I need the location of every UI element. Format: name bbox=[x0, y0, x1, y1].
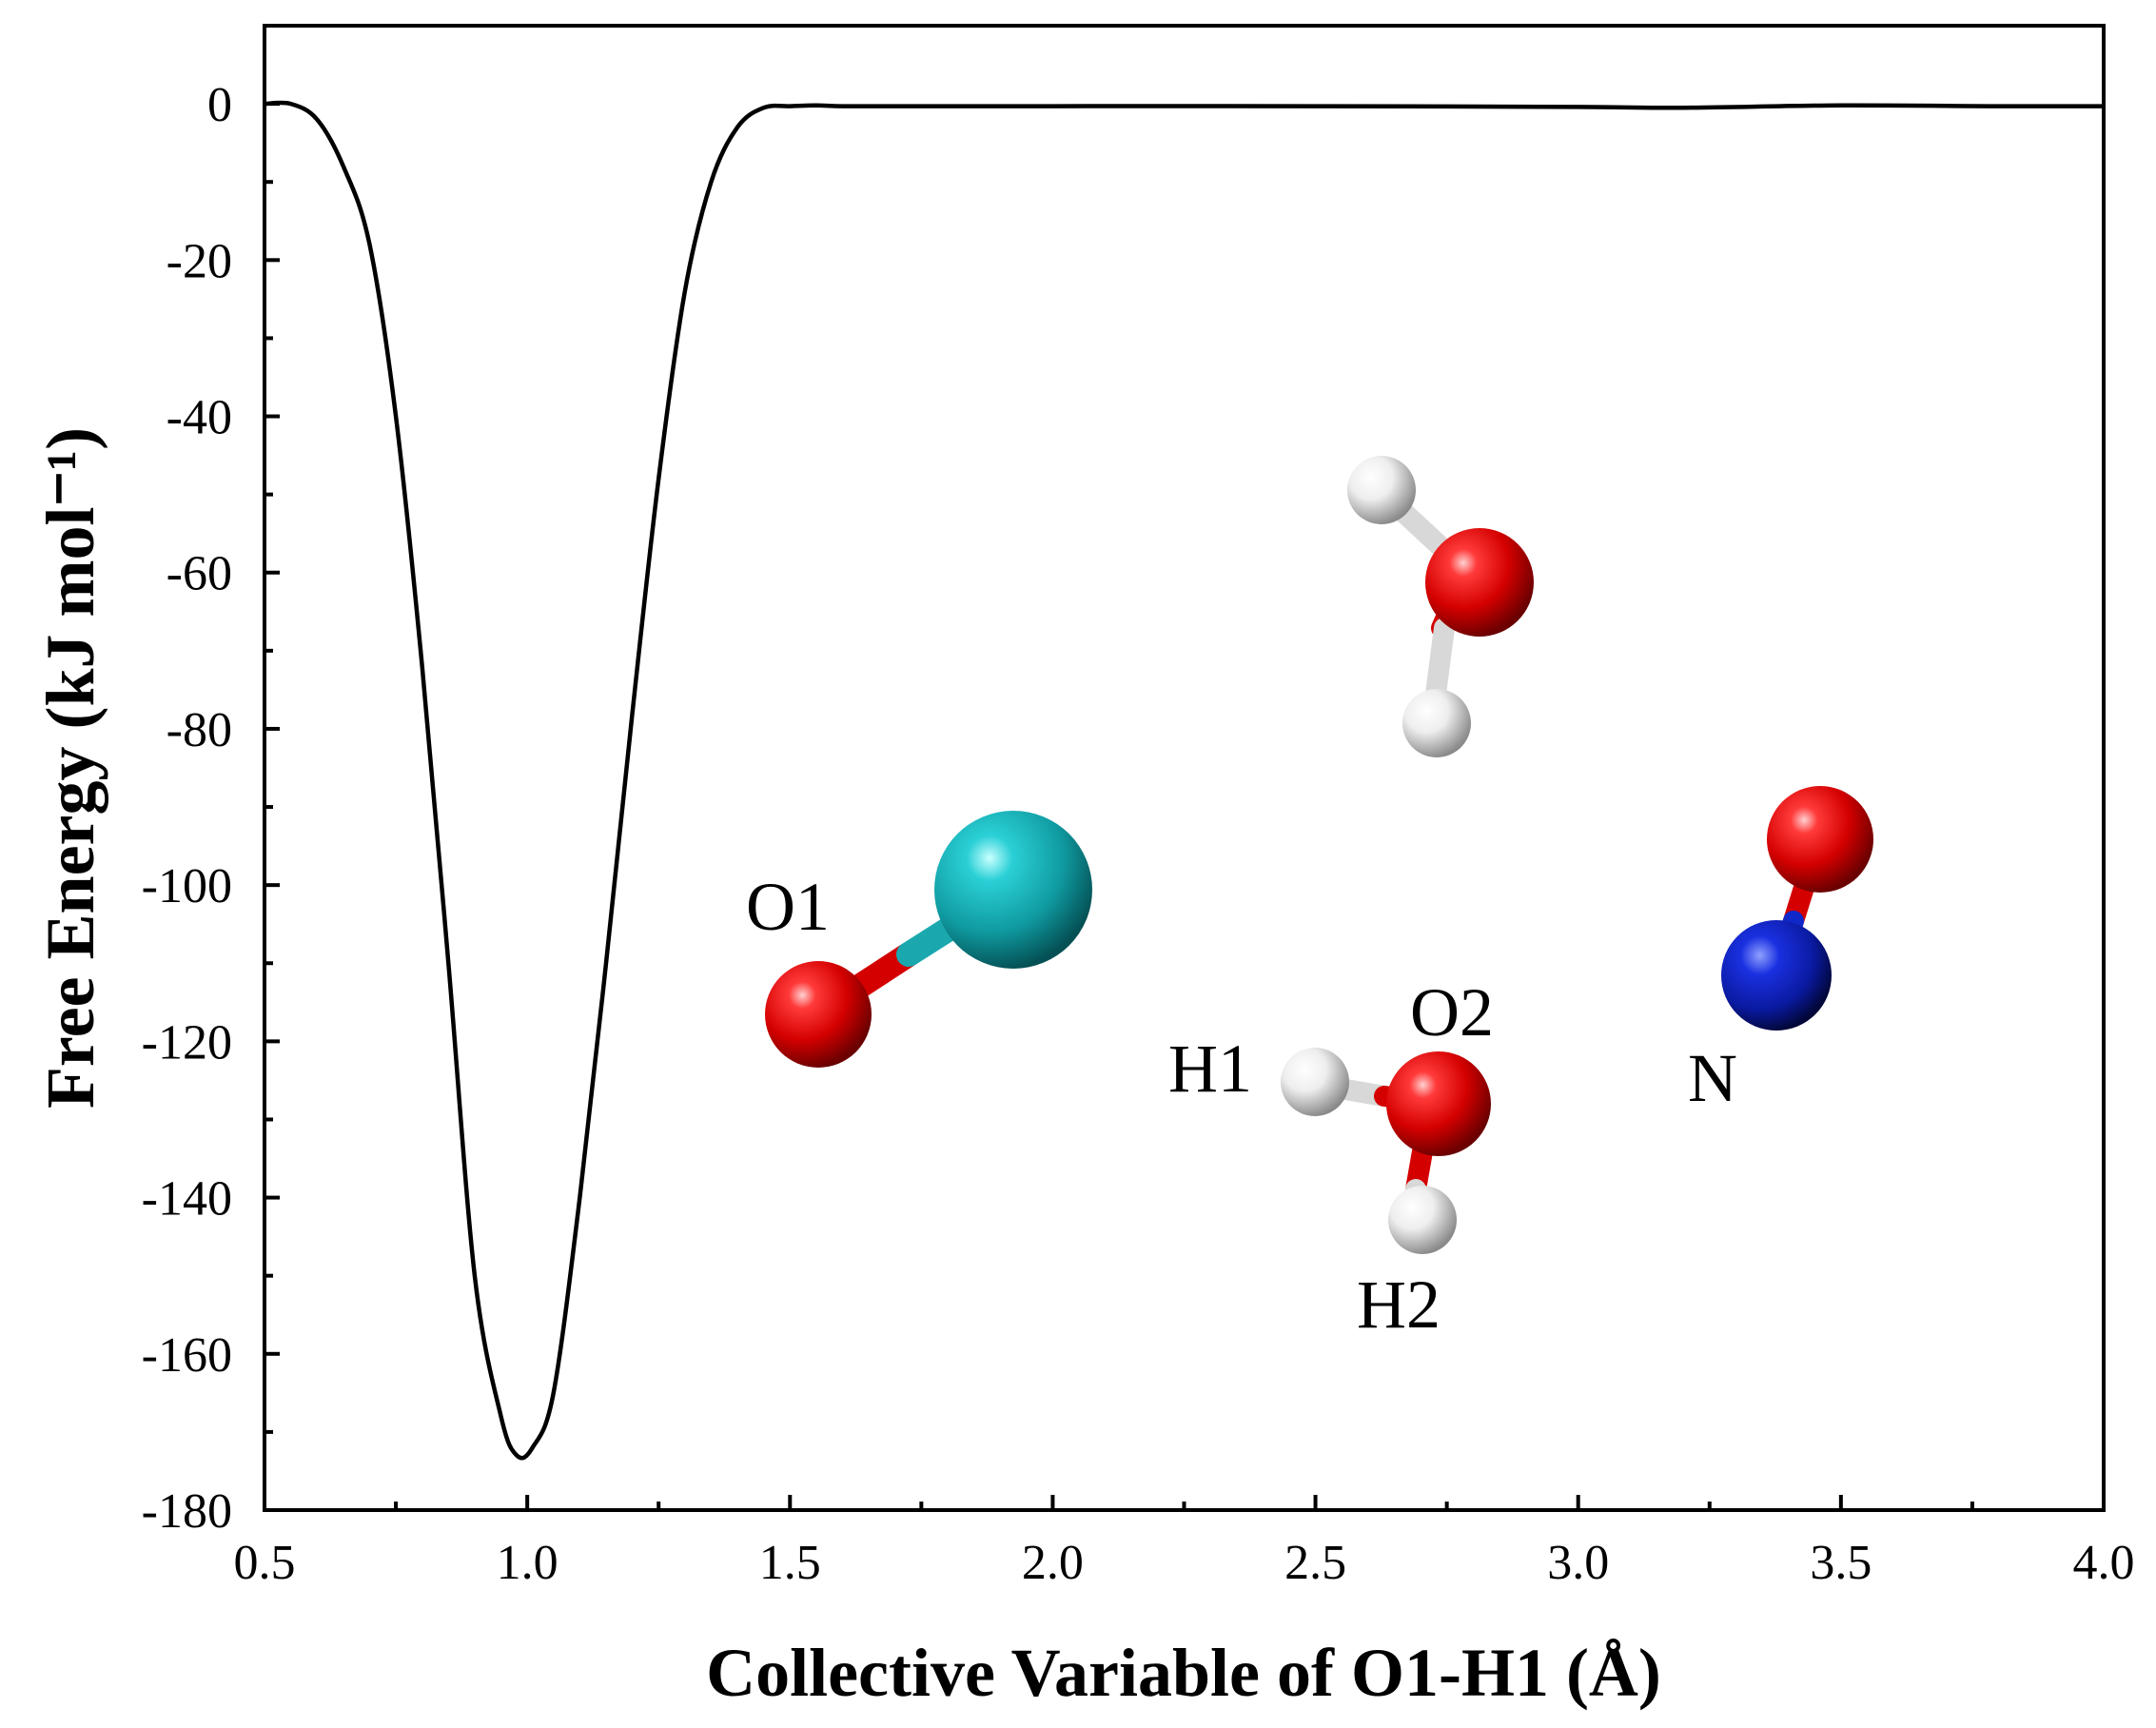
h1-atom bbox=[1281, 1048, 1349, 1116]
metal-atom bbox=[934, 811, 1092, 969]
x-tick-label: 1.5 bbox=[759, 1536, 821, 1590]
no-molecule bbox=[1721, 786, 1873, 1031]
free-energy-curve bbox=[264, 100, 2105, 1461]
x-tick-label: 0.5 bbox=[234, 1536, 296, 1590]
y-tick-label: -120 bbox=[142, 1015, 232, 1070]
atom-label-o1: O1 bbox=[746, 869, 830, 945]
h2-atom bbox=[1388, 1186, 1457, 1254]
hydrogen-atom bbox=[1402, 689, 1471, 757]
o1-atom bbox=[765, 961, 872, 1068]
x-tick-label: 1.0 bbox=[497, 1536, 559, 1590]
plot-frame bbox=[263, 24, 2106, 1512]
molecule-illustration: O1 O2 H1 H2 N bbox=[746, 456, 1873, 1343]
y-axis-title: Free Energy (kJ mol⁻¹) bbox=[32, 427, 108, 1109]
atom-label-h1: H1 bbox=[1168, 1031, 1252, 1107]
x-tick-label: 2.5 bbox=[1284, 1536, 1346, 1590]
y-tick-label: -180 bbox=[142, 1484, 232, 1539]
atom-label-h2: H2 bbox=[1357, 1267, 1441, 1343]
atom-label-o2: O2 bbox=[1410, 974, 1494, 1051]
water-molecule-top bbox=[1347, 456, 1534, 757]
y-tick-label: 0 bbox=[207, 78, 232, 132]
y-tick-label: -60 bbox=[167, 547, 232, 601]
x-tick-label: 3.5 bbox=[1810, 1536, 1872, 1590]
y-tick-label: -40 bbox=[167, 391, 232, 445]
o2-atom bbox=[1386, 1051, 1491, 1156]
atom-label-n: N bbox=[1688, 1040, 1737, 1116]
x-axis-title: Collective Variable of O1-H1 (Å) bbox=[706, 1635, 1661, 1711]
y-tick-label: -80 bbox=[167, 703, 232, 757]
oxygen-atom bbox=[1425, 528, 1534, 637]
x-tick-label: 3.0 bbox=[1547, 1536, 1609, 1590]
axis-tick-labels: 0.5 1.0 1.5 2.0 2.5 3.0 3.5 4.0 0 -20 -40 -60 -80 -10… bbox=[142, 78, 2135, 1590]
y-tick-label: -100 bbox=[142, 859, 232, 913]
x-tick-label: 2.0 bbox=[1022, 1536, 1084, 1590]
y-tick-label: -140 bbox=[142, 1172, 232, 1227]
o1-metal-pair bbox=[765, 811, 1092, 1068]
y-tick-label: -20 bbox=[167, 234, 232, 288]
axis-ticks bbox=[263, 102, 2106, 1512]
oxygen-atom bbox=[1767, 786, 1873, 893]
y-tick-label: -160 bbox=[142, 1328, 232, 1383]
nitrogen-atom bbox=[1721, 920, 1832, 1031]
hydrogen-atom bbox=[1347, 456, 1416, 524]
x-tick-label: 4.0 bbox=[2073, 1536, 2135, 1590]
water-molecule-o2 bbox=[1281, 1048, 1491, 1254]
